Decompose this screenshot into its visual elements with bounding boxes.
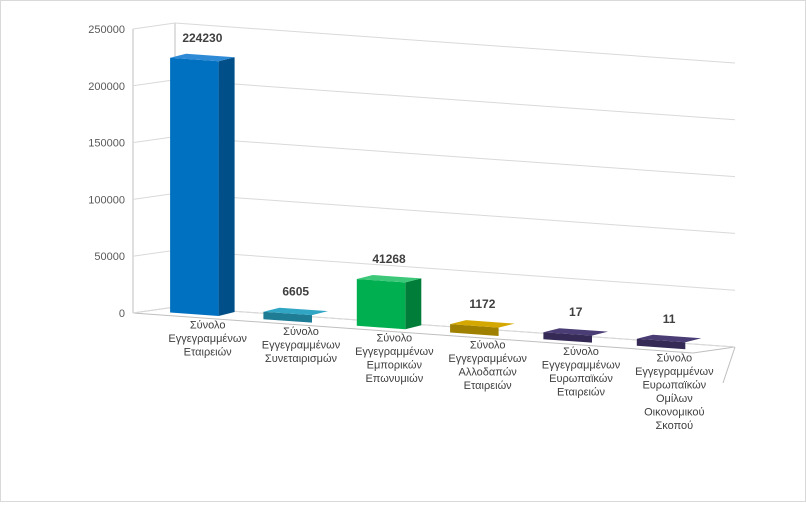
bar-side — [218, 57, 235, 316]
bar-5 — [636, 334, 702, 350]
bar-front — [263, 311, 312, 323]
y-tick-label: 200000 — [88, 81, 125, 93]
category-label-line: Ευρωπαϊκών — [642, 380, 706, 392]
category-label-line: Εγγεγραμμένων — [168, 333, 247, 345]
data-labels: 224230 6605 41268 1172 17 11 — [182, 31, 675, 326]
bar-front — [543, 332, 592, 343]
y-tick-label: 50000 — [94, 251, 125, 263]
category-label-line: Εγγεγραμμένων — [635, 366, 714, 378]
category-label-line: Σύνολο — [470, 339, 506, 351]
bar-side — [405, 278, 422, 330]
category-label-line: Εγγεγραμμένων — [262, 340, 341, 352]
bar-0 — [170, 53, 235, 317]
category-label-line: Σκοπού — [655, 420, 693, 432]
bar-1 — [263, 307, 328, 323]
category-label-line: Σύνολο — [283, 326, 319, 338]
category-label: Σύνολο Εγγεγραμμένων Συνεταιρισμών — [262, 326, 341, 365]
y-tick-label: 0 — [119, 308, 125, 320]
category-label: Σύνολο Εγγεγραμμένων Εμπορικών Επωνυμιών — [355, 333, 434, 386]
category-label-line: Ευρωπαϊκών — [549, 373, 613, 385]
floor-right-edge — [722, 346, 736, 384]
category-label-line: Ομίλων — [656, 393, 693, 405]
category-label-line: Εμπορικών — [367, 360, 423, 372]
category-label: Σύνολο Εγγεγραμμένων Ευρωπαϊκών Εταιρειών — [542, 346, 621, 399]
gridline — [132, 22, 736, 64]
bar-top — [170, 53, 235, 62]
category-label-line: Εγγεγραμμένων — [542, 360, 621, 372]
bar-3 — [450, 320, 515, 336]
bar-front — [356, 279, 406, 330]
category-label-line: Εγγεγραμμένων — [355, 346, 434, 358]
category-label: Σύνολο Εγγεγραμμένων Ευρωπαϊκών Ομίλων Οικον… — [635, 353, 714, 433]
data-label: 17 — [569, 305, 583, 319]
y-tick-label: 150000 — [88, 138, 125, 150]
category-label-line: Οικονομικού — [644, 407, 704, 419]
category-label-line: Αλλοδαπών — [459, 366, 518, 378]
category-label: Σύνολο Εγγεγραμμένων Εταιρειών — [168, 319, 247, 358]
data-label: 1172 — [469, 297, 495, 311]
category-label: Σύνολο Εγγεγραμμένων Αλλοδαπών Εταιρειών — [448, 339, 527, 392]
bar-top — [356, 275, 422, 283]
category-label-line: Εταιρειών — [464, 380, 513, 392]
bar-top — [263, 307, 328, 316]
bar-top — [543, 328, 608, 336]
category-label-line: Σύνολο — [563, 346, 599, 358]
bar-front — [450, 324, 499, 336]
y-tick-label: 250000 — [88, 24, 125, 36]
bar-2 — [356, 275, 422, 330]
category-label-line: Εταιρειών — [557, 387, 606, 399]
category-label-line: Σύνολο — [656, 353, 692, 365]
bar-front — [170, 57, 219, 317]
data-label: 11 — [663, 312, 676, 326]
data-label: 224230 — [182, 31, 222, 45]
y-axis-ticks: 0 50000 100000 150000 200000 250000 — [88, 24, 125, 320]
bars — [170, 53, 702, 350]
data-label: 41268 — [372, 252, 406, 266]
category-label-line: Σύνολο — [190, 319, 226, 331]
category-label-line: Σύνολο — [376, 333, 412, 345]
bar-top — [450, 320, 515, 328]
data-label: 6605 — [282, 285, 309, 299]
category-label-line: Επωνυμιών — [365, 373, 423, 385]
y-tick-label: 100000 — [88, 194, 125, 206]
category-label-line: Συνεταιρισμών — [265, 353, 338, 365]
category-label-line: Εταιρειών — [184, 346, 233, 358]
category-label-line: Εγγεγραμμένων — [448, 353, 527, 365]
bar-top — [636, 334, 702, 343]
bar-4 — [543, 328, 608, 343]
